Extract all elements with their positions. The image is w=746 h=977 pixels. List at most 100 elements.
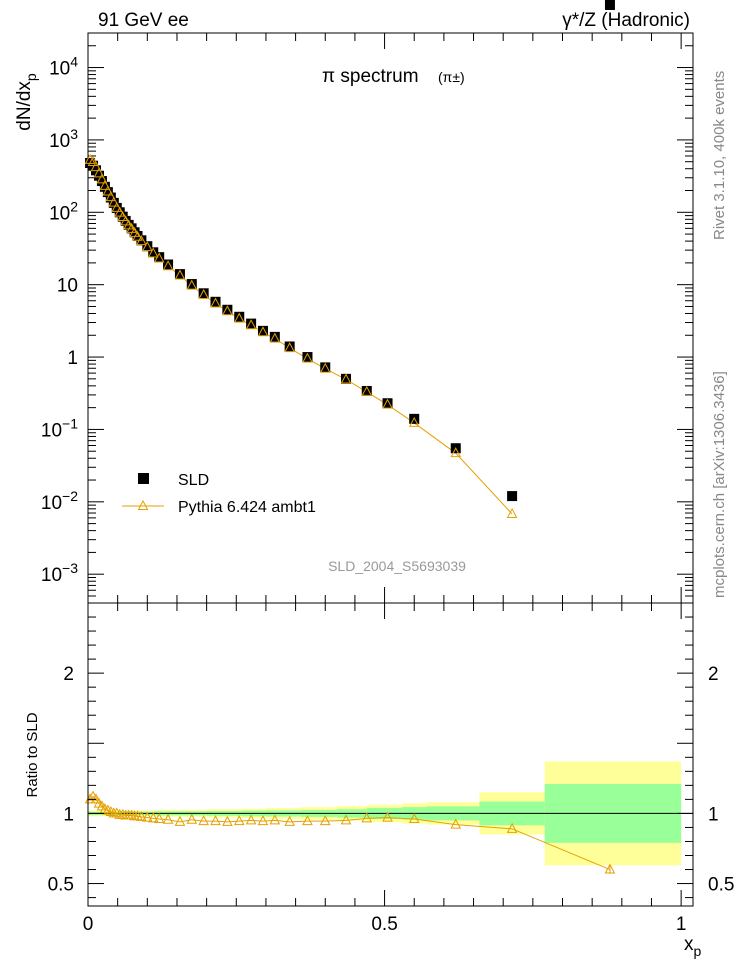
main-ytick-label: 10−2 bbox=[41, 488, 78, 514]
ratio-ytick-label-right: 1 bbox=[708, 804, 719, 825]
data-point-sld bbox=[105, 192, 116, 203]
ratio-point-pythia bbox=[174, 815, 186, 826]
ratio-ylabel: Ratio to SLD bbox=[24, 712, 41, 797]
main-ytick-label: 103 bbox=[49, 126, 78, 152]
ratio-point-pythia bbox=[136, 810, 147, 821]
data-point-sld bbox=[382, 398, 393, 409]
data-point-pythia bbox=[147, 247, 159, 258]
ratio-point-pythia bbox=[222, 815, 233, 826]
side-label-rivet: Rivet 3.1.10, 400k events bbox=[711, 71, 728, 240]
data-point-pythia bbox=[96, 173, 108, 184]
data-point-pythia bbox=[408, 416, 420, 427]
data-point-sld bbox=[246, 318, 257, 329]
data-point-pythia bbox=[319, 362, 331, 373]
xlabel-sub: p bbox=[694, 943, 702, 959]
data-point-sld bbox=[148, 247, 159, 258]
data-point-pythia bbox=[105, 191, 117, 202]
main-ytick-label-exp: 4 bbox=[70, 54, 78, 70]
ratio-point-pythia bbox=[90, 793, 102, 804]
side-label-mcplots: mcplots.cern.ch [arXiv:1306.3436] bbox=[711, 371, 728, 598]
main-ytick-label-base: 10 bbox=[41, 565, 62, 586]
ratio-frame bbox=[87, 602, 694, 907]
ratio-point-pythia bbox=[105, 805, 117, 817]
main-ylabel: dN/dxp bbox=[14, 73, 39, 131]
main-ytick-label: 104 bbox=[49, 54, 78, 80]
data-point-pythia bbox=[153, 252, 165, 263]
data-point-pythia bbox=[257, 326, 269, 337]
main-ytick-label-exp: −1 bbox=[62, 415, 78, 431]
data-point-sld bbox=[163, 259, 174, 270]
data-point-sld bbox=[604, 0, 615, 10]
ratio-point-pythia bbox=[302, 815, 313, 826]
data-point-pythia bbox=[269, 332, 281, 343]
data-point-sld bbox=[284, 341, 295, 352]
ratio-ytick-label-left: 2 bbox=[63, 664, 74, 685]
data-point-pythia bbox=[141, 241, 153, 252]
legend-marker-pythia bbox=[137, 499, 149, 510]
data-point-sld bbox=[320, 362, 331, 373]
chart-title: π spectrum bbox=[322, 66, 419, 87]
data-point-pythia bbox=[108, 196, 120, 207]
main-ylabel-sub: p bbox=[23, 73, 39, 81]
main-ytick-label: 10 bbox=[57, 276, 78, 297]
data-point-pythia bbox=[174, 269, 186, 280]
ratio-point-pythia bbox=[233, 815, 245, 826]
ratio-point-pythia bbox=[210, 815, 221, 826]
ratio-ytick-label-right: 0.5 bbox=[708, 875, 734, 896]
ratio-point-pythia bbox=[257, 815, 269, 826]
data-point-pythia bbox=[361, 385, 373, 396]
data-point-pythia bbox=[222, 305, 233, 316]
main-ytick-label-exp: 2 bbox=[70, 198, 78, 214]
data-point-sld bbox=[93, 170, 104, 181]
ratio-point-pythia bbox=[126, 809, 137, 820]
legend-label-pythia: Pythia 6.424 ambt1 bbox=[178, 499, 316, 516]
header-right-title: γ*/Z (Hadronic) bbox=[562, 10, 690, 31]
data-point-sld bbox=[361, 385, 372, 396]
data-point-sld bbox=[198, 288, 209, 299]
data-point-pythia bbox=[90, 161, 102, 172]
main-ytick-label: 10−3 bbox=[41, 560, 78, 586]
data-point-sld bbox=[269, 331, 280, 342]
xtick-label: 0 bbox=[83, 914, 94, 935]
chart-title-suffix: (π±) bbox=[438, 69, 465, 85]
legend-label-sld: SLD bbox=[178, 472, 209, 489]
legend: SLD Pythia 6.424 ambt1 bbox=[122, 472, 316, 516]
ratio-ytick-label-right: 2 bbox=[708, 664, 719, 685]
ratio-point-pythia bbox=[153, 812, 165, 824]
data-point-pythia bbox=[302, 352, 313, 363]
main-ylabel-text: dN/dx bbox=[14, 81, 35, 131]
data-point-pythia bbox=[284, 342, 295, 353]
data-point-sld bbox=[174, 269, 185, 280]
data-point-pythia bbox=[233, 312, 245, 323]
data-point-sld bbox=[102, 187, 113, 198]
data-point-sld bbox=[186, 279, 197, 290]
data-point-sld bbox=[341, 373, 352, 384]
data-point-pythia bbox=[126, 222, 137, 233]
main-ytick-label-base: 10 bbox=[49, 203, 70, 224]
ratio-point-pythia bbox=[408, 812, 420, 824]
data-point-pythia bbox=[340, 373, 352, 384]
main-ytick-label-base: 10 bbox=[41, 420, 62, 441]
data-point-pythia bbox=[117, 210, 129, 222]
data-point-pythia bbox=[186, 279, 198, 290]
data-point-sld bbox=[257, 325, 268, 336]
data-point-sld bbox=[142, 241, 153, 252]
ratio-point-pythia bbox=[102, 804, 114, 815]
data-point-sld bbox=[108, 197, 119, 208]
ratio-point-pythia bbox=[141, 811, 153, 822]
data-point-pythia bbox=[132, 230, 143, 241]
data-point-sld bbox=[507, 491, 518, 502]
data-point-pythia bbox=[114, 206, 126, 217]
ratio-point-pythia bbox=[450, 818, 462, 829]
ratio-point-pythia bbox=[506, 822, 518, 833]
ratio-point-pythia bbox=[99, 803, 111, 814]
data-point-pythia bbox=[198, 288, 209, 300]
ratio-panel: 0.5 0.5 1 1 2 2 0 0.5 1 Ratio to SLD xp bbox=[24, 602, 734, 959]
ratio-point-pythia bbox=[147, 812, 159, 823]
data-point-pythia bbox=[450, 447, 462, 458]
data-point-pythia bbox=[210, 297, 221, 308]
ratio-point-pythia bbox=[117, 808, 129, 819]
xlabel: xp bbox=[684, 934, 702, 959]
analysis-watermark: SLD_2004_S5693039 bbox=[328, 558, 466, 574]
